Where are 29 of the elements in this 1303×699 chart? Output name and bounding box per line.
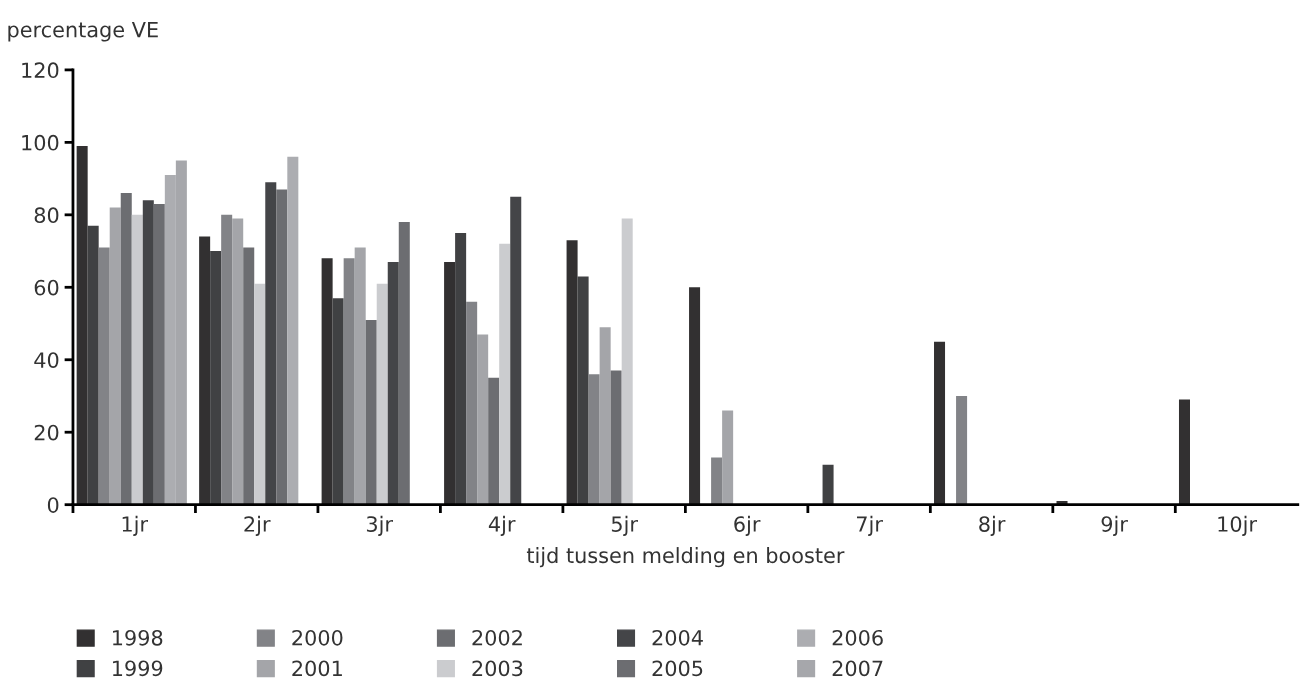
legend-label: 1999: [113, 660, 163, 677]
x-tick-label: 5jr: [611, 515, 638, 536]
x-tick-label: 2jr: [244, 515, 271, 536]
legend-label: 2000: [292, 629, 343, 646]
legend-label: 2006: [832, 629, 883, 646]
y-tick-label: 120: [22, 62, 59, 79]
legend-label: 2001: [292, 660, 342, 677]
x-tick-label: 3jr: [366, 515, 393, 536]
y-tick-label: 100: [22, 134, 59, 151]
legend-label: 2004: [652, 629, 703, 646]
y-tick-label: 60: [34, 279, 59, 296]
y-tick-label: 20: [34, 424, 59, 441]
x-tick-label: 7jr: [857, 515, 883, 536]
legend-label: 2003: [472, 660, 523, 677]
x-tick-label: 8jr: [979, 515, 1006, 536]
x-tick-label: 1jr: [122, 515, 149, 536]
x-tick-label: 6jr: [734, 515, 761, 536]
legend-label: 2007: [832, 660, 883, 677]
x-tick-label: 9jr: [1101, 515, 1128, 536]
legend-label: 1998: [113, 629, 163, 646]
x-axis-title: tijd tussen melding en booster: [526, 547, 845, 568]
x-tick-label: 10jr: [1218, 515, 1257, 536]
x-tick-label: 4jr: [488, 515, 516, 536]
y-tick-label: 40: [34, 352, 59, 368]
y-tick-label: 0: [47, 497, 59, 513]
y-tick-label: 80: [34, 207, 59, 224]
y-axis-title: percentage VE: [8, 22, 158, 42]
legend-label: 2002: [472, 629, 522, 646]
legend-label: 2005: [652, 660, 703, 677]
